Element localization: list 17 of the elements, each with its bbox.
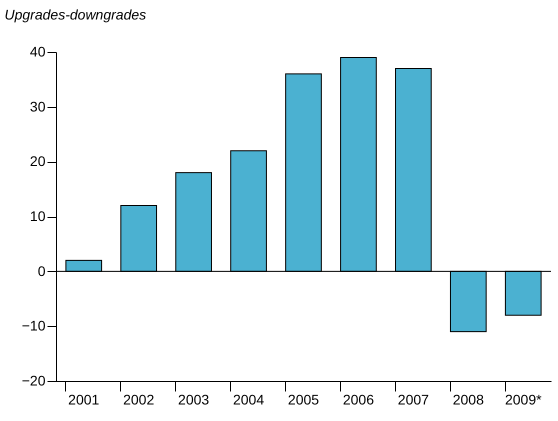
y-tick-label: −10 (22, 318, 46, 334)
x-tick-label: 2002 (123, 392, 154, 408)
x-tick-label: 2007 (398, 392, 430, 408)
x-tick-label: 2005 (288, 392, 320, 408)
x-tick-label: 2004 (232, 392, 264, 408)
y-tick-label: 0 (38, 262, 46, 279)
x-tick-label: 2001 (68, 392, 100, 408)
y-tick-label: −20 (22, 372, 46, 388)
x-tick-label: 2008 (452, 392, 484, 408)
y-axis-title: Upgrades-downgrades (4, 6, 146, 22)
y-tick-label: 10 (30, 208, 46, 224)
x-tick-label: 2006 (342, 392, 374, 408)
x-tick-label: 2003 (178, 392, 210, 408)
y-tick-label: 40 (30, 44, 46, 60)
x-tick-label: 2009* (504, 392, 542, 408)
y-tick-label: 20 (30, 153, 46, 170)
y-tick-label: 30 (30, 98, 46, 114)
